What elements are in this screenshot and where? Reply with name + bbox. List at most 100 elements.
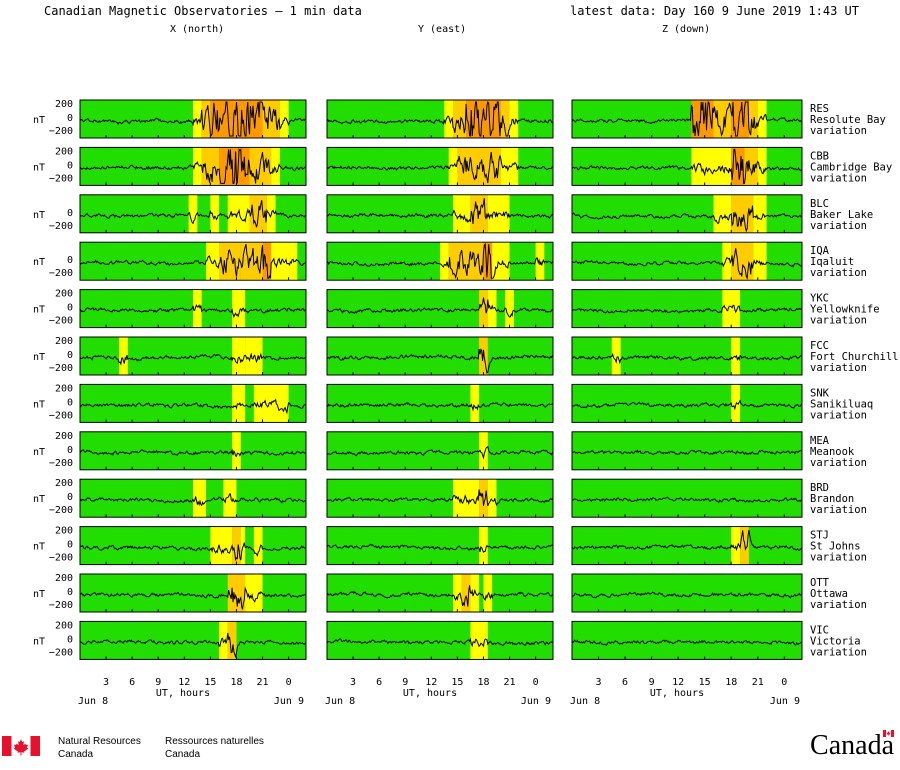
activity-band-moderate <box>210 527 233 565</box>
panel-background <box>326 478 554 518</box>
activity-band-moderate <box>232 290 246 328</box>
panel-stj-0 <box>79 526 307 566</box>
trace-line <box>79 304 307 319</box>
activity-band-moderate <box>193 479 207 517</box>
column-header-0: X (north) <box>170 24 224 35</box>
x-start-label: Jun 8 <box>570 696 600 707</box>
station-name: Victoria <box>810 635 861 647</box>
x-tick-label: 6 <box>129 677 135 688</box>
y-tick-label: −200 <box>49 600 73 611</box>
trace-line <box>571 496 803 504</box>
y-tick-label: 0 <box>67 397 73 408</box>
x-tick-label: 21 <box>257 677 269 688</box>
activity-band-active <box>479 290 488 328</box>
trace-line <box>326 543 554 554</box>
panel-iqa-2 <box>571 241 803 281</box>
nrcan-english: Natural Resources Canada <box>58 735 141 761</box>
station-code: OTT <box>810 577 830 589</box>
activity-band-active <box>201 100 211 138</box>
panel-ott-0 <box>79 573 307 613</box>
trace-line <box>326 585 554 607</box>
station-name: Cambridge Bay <box>810 161 892 173</box>
x-tick-label: 0 <box>533 677 539 688</box>
unit-label: nT <box>33 257 45 268</box>
x-tick-label: 0 <box>286 677 292 688</box>
panel-background <box>571 573 803 613</box>
y-tick-label: −200 <box>49 647 73 658</box>
canada-wordmark: Canada <box>810 730 894 761</box>
nrcan-english-line2: Canada <box>58 749 94 760</box>
unit-label: nT <box>33 494 45 505</box>
panel-snk-2 <box>571 383 803 423</box>
activity-band-moderate <box>535 242 545 280</box>
trace-line <box>326 100 554 137</box>
station-code: RES <box>810 103 829 115</box>
activity-band-moderate <box>188 195 198 233</box>
column-header-2: Z (down) <box>662 24 710 35</box>
x-tick-label: 6 <box>622 677 628 688</box>
trace-line <box>571 148 803 184</box>
panel-blc-1 <box>326 194 554 234</box>
trace-line <box>571 399 803 411</box>
activity-band-moderate <box>753 242 767 280</box>
panel-stj-2 <box>571 526 803 566</box>
activity-band-moderate <box>193 290 202 328</box>
activity-band-active <box>240 242 263 280</box>
trace-line <box>79 352 307 366</box>
x-tick-label: 12 <box>178 677 190 688</box>
y-tick-label: −200 <box>49 173 73 184</box>
nrcan-french-line1: Ressources naturelles <box>165 736 264 747</box>
panel-vic-0 <box>79 620 307 660</box>
activity-band-active <box>500 100 510 138</box>
panel-mea-1 <box>326 431 554 471</box>
y-tick-label: 200 <box>55 526 73 537</box>
activity-band-moderate <box>253 527 263 565</box>
station-code: SNK <box>810 387 830 399</box>
panel-background <box>571 241 803 281</box>
y-tick-label: 0 <box>67 540 73 551</box>
y-tick-label: 200 <box>55 99 73 110</box>
panel-background <box>79 336 307 376</box>
x-axis-label: UT, hours <box>403 688 457 699</box>
x-tick-label: 3 <box>596 677 602 688</box>
station-note: variation <box>810 362 867 374</box>
station-name: Iqaluit <box>810 256 854 268</box>
trace-line <box>326 297 554 318</box>
y-tick-label: −200 <box>49 363 73 374</box>
panel-fcc-1 <box>326 336 554 376</box>
x-tick-label: 18 <box>725 677 737 688</box>
activity-band-storm <box>223 100 263 138</box>
activity-band-moderate <box>487 479 497 517</box>
station-note: variation <box>810 457 867 469</box>
station-code: IQA <box>810 245 830 257</box>
activity-band-moderate <box>753 195 767 233</box>
panel-fcc-0 <box>79 336 307 376</box>
activity-band-moderate <box>193 100 202 138</box>
panel-vic-2 <box>571 620 803 660</box>
trace-line <box>326 348 554 374</box>
panel-mea-0 <box>79 431 307 471</box>
panel-background <box>326 383 554 423</box>
y-tick-label: 0 <box>67 303 73 314</box>
canada-flag-icon <box>2 736 40 756</box>
panel-background <box>571 478 803 518</box>
activity-band-moderate <box>271 242 298 280</box>
station-name: St Johns <box>810 541 861 553</box>
nrcan-french: Ressources naturelles Canada <box>165 735 264 761</box>
x-end-label: Jun 9 <box>770 696 800 707</box>
activity-band-moderate <box>731 337 741 375</box>
station-name: Brandon <box>810 493 854 505</box>
activity-band-active <box>453 100 467 138</box>
trace-line <box>571 449 803 456</box>
y-tick-label: 0 <box>67 208 73 219</box>
panel-background <box>571 620 803 660</box>
trace-line <box>571 529 803 552</box>
activity-band-moderate <box>232 337 246 375</box>
station-note: variation <box>810 409 867 421</box>
y-tick-label: −200 <box>49 458 73 469</box>
panel-fcc-2 <box>571 336 803 376</box>
